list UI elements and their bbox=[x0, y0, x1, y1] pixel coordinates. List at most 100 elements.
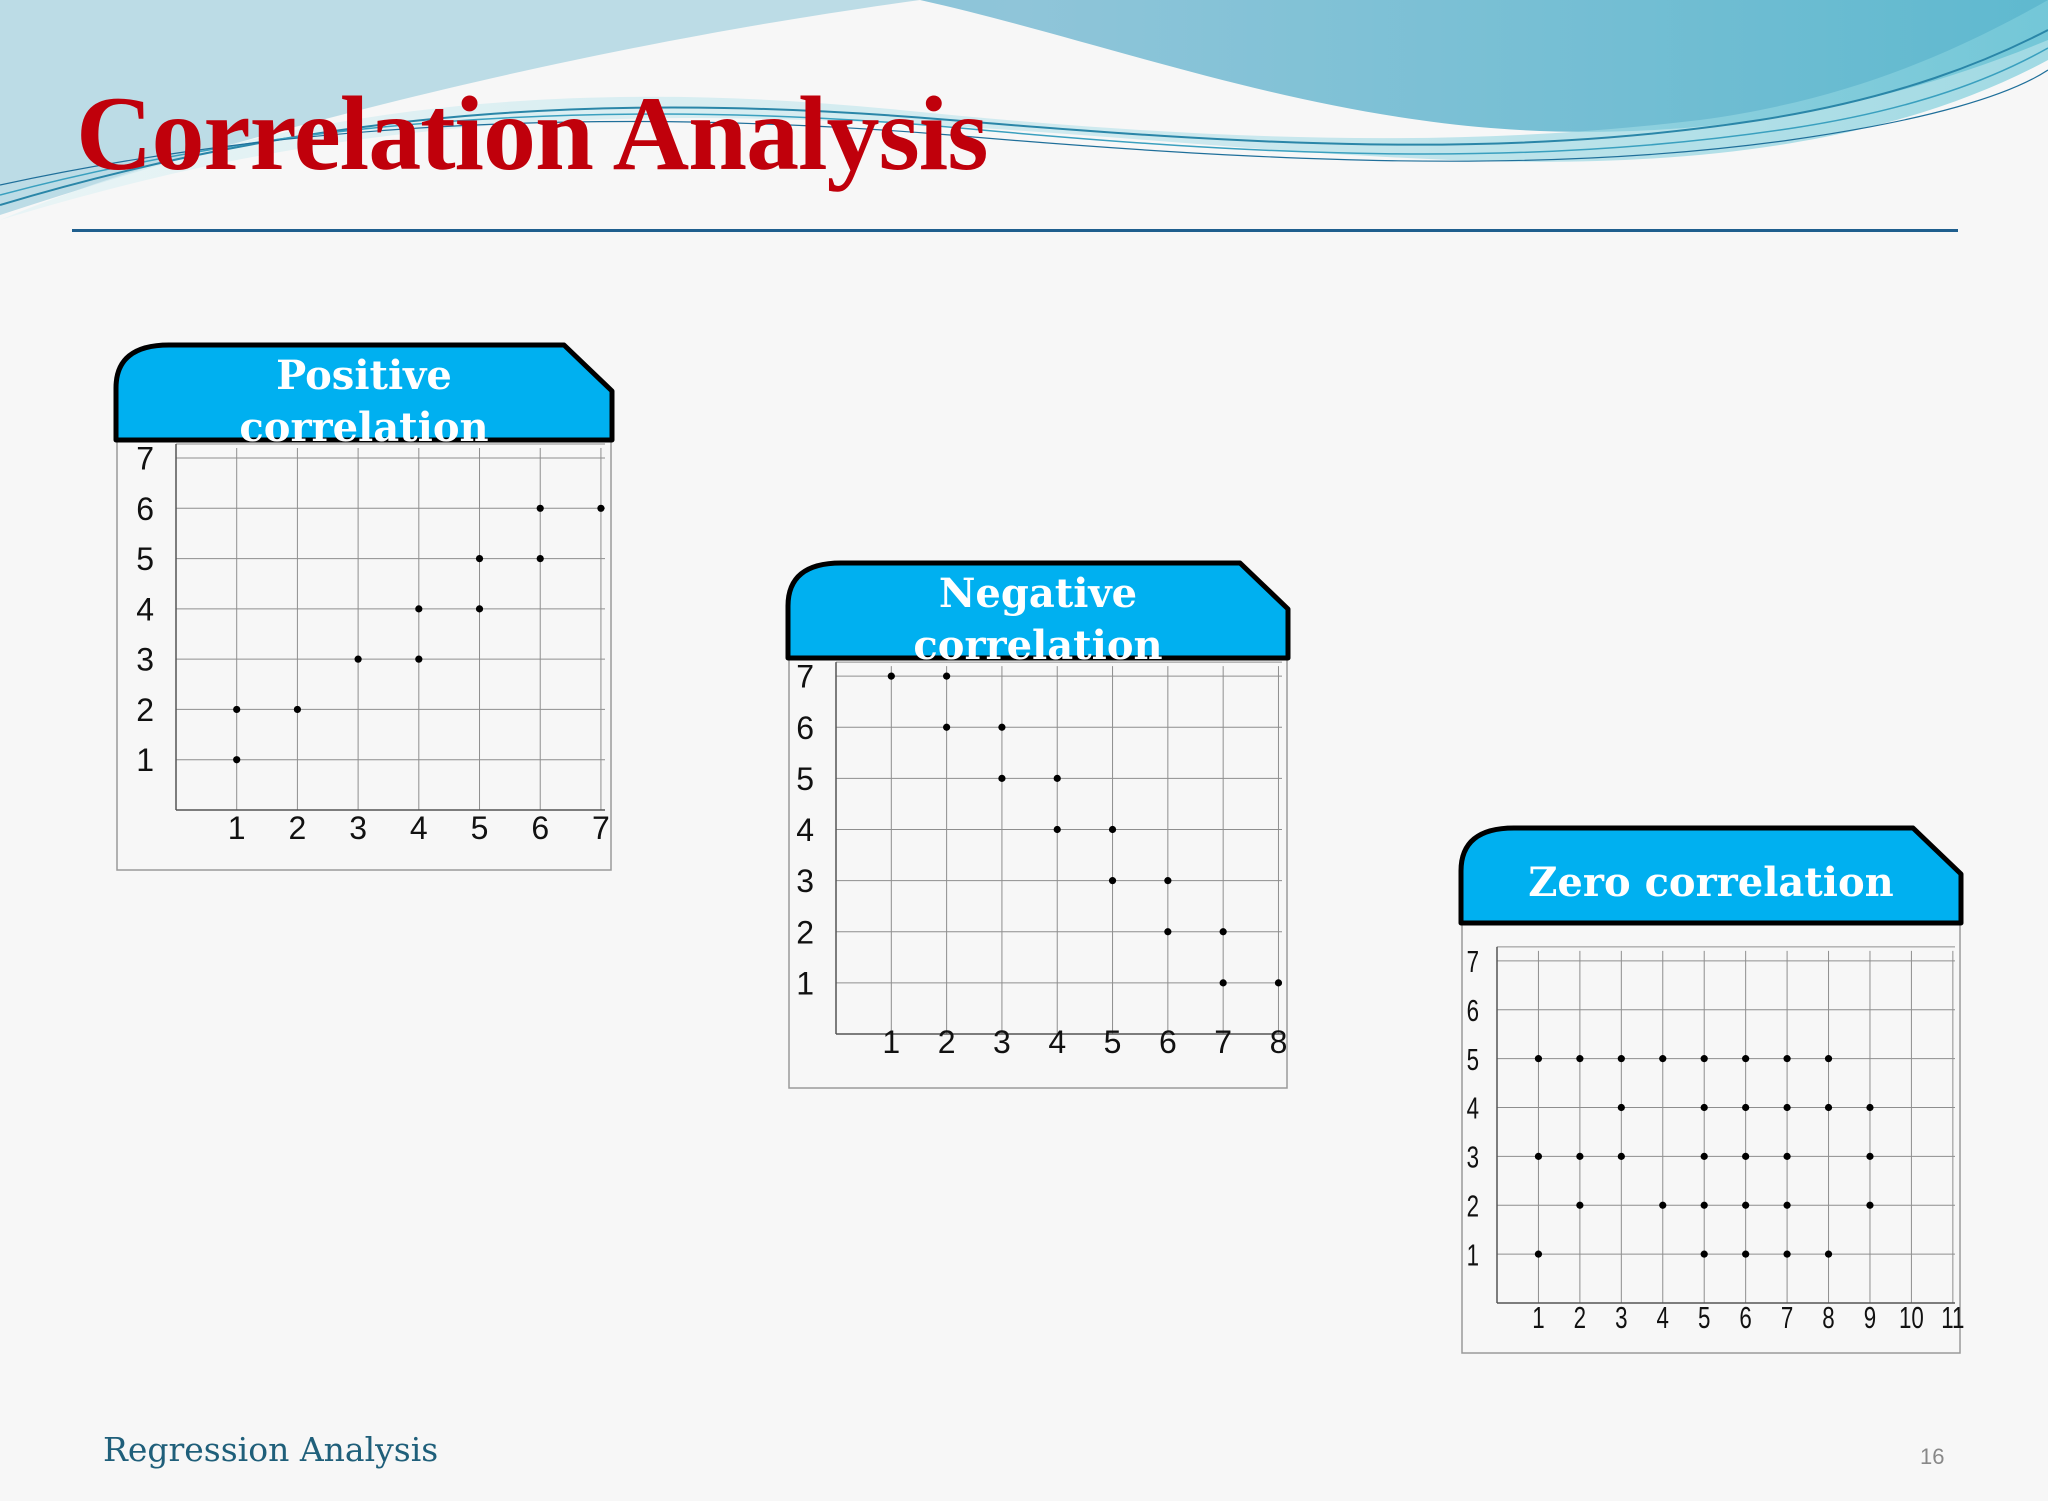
data-point bbox=[475, 554, 484, 563]
y-tick-label: 2 bbox=[796, 914, 814, 950]
data-point bbox=[1534, 1055, 1543, 1063]
y-tick-label: 2 bbox=[1467, 1189, 1479, 1223]
data-point bbox=[597, 504, 605, 512]
data-point bbox=[1742, 1152, 1750, 1160]
y-tick-label: 2 bbox=[136, 692, 154, 728]
chart-title-tab bbox=[1458, 825, 1964, 926]
data-point bbox=[1700, 1152, 1708, 1160]
x-tick-label: 11 bbox=[1941, 1300, 1964, 1334]
chart-frame bbox=[116, 439, 612, 871]
x-tick-label: 2 bbox=[289, 810, 307, 846]
data-point bbox=[1742, 1055, 1750, 1063]
data-point bbox=[1053, 825, 1061, 834]
data-point bbox=[293, 705, 302, 714]
x-tick-label: 2 bbox=[938, 1024, 956, 1060]
zero-correlation-chart: Zero correlation 1 2 3 4 5 6 7 8 9 10 11 1 2 3 4 5 6 7 bbox=[1458, 825, 1964, 1358]
data-point bbox=[1742, 1250, 1750, 1258]
chart-frame bbox=[788, 657, 1288, 1089]
data-point bbox=[1617, 1103, 1625, 1112]
data-point bbox=[1108, 825, 1117, 834]
x-tick-label: 7 bbox=[1214, 1024, 1232, 1060]
y-tick-label: 1 bbox=[796, 965, 814, 1001]
x-tick-label: 1 bbox=[882, 1024, 900, 1060]
data-point bbox=[1617, 1055, 1625, 1063]
data-point bbox=[1783, 1201, 1791, 1209]
data-point bbox=[233, 756, 241, 764]
data-point bbox=[1534, 1250, 1543, 1258]
data-point bbox=[1700, 1103, 1708, 1112]
chart-title-line: correlation bbox=[913, 622, 1162, 669]
data-point bbox=[1164, 928, 1172, 936]
y-tick-label: 4 bbox=[136, 591, 154, 627]
x-tick-label: 5 bbox=[1104, 1024, 1122, 1060]
data-point bbox=[1576, 1201, 1584, 1209]
y-tick-label: 5 bbox=[1467, 1042, 1479, 1076]
x-tick-label: 4 bbox=[410, 810, 428, 846]
x-tick-label: 9 bbox=[1864, 1300, 1876, 1334]
data-point bbox=[1866, 1152, 1874, 1160]
y-tick-label: 3 bbox=[136, 642, 154, 678]
x-tick-label: 3 bbox=[1615, 1300, 1627, 1334]
y-tick-label: 5 bbox=[796, 761, 814, 797]
data-point bbox=[1783, 1152, 1791, 1160]
negative-correlation-chart: Negative correlation 1 2 3 4 5 6 7 8 1 2 3 4 5 6 7 bbox=[785, 560, 1291, 1093]
x-tick-label: 3 bbox=[349, 810, 367, 846]
data-point bbox=[1824, 1055, 1833, 1063]
data-point bbox=[1534, 1152, 1543, 1160]
footer-text: Regression Analysis bbox=[103, 1430, 439, 1469]
data-point bbox=[233, 705, 241, 714]
x-tick-label: 5 bbox=[471, 810, 489, 846]
x-tick-label: 8 bbox=[1270, 1024, 1288, 1060]
data-point bbox=[1866, 1201, 1874, 1209]
data-point bbox=[1824, 1250, 1833, 1258]
x-tick-label: 6 bbox=[1159, 1024, 1177, 1060]
y-tick-label: 7 bbox=[796, 659, 814, 695]
header-wave-decoration bbox=[0, 0, 2048, 220]
data-point bbox=[1164, 877, 1172, 885]
x-tick-label: 8 bbox=[1822, 1300, 1834, 1334]
data-point bbox=[415, 605, 423, 613]
y-tick-label: 3 bbox=[1467, 1140, 1479, 1174]
y-tick-label: 4 bbox=[1467, 1091, 1479, 1125]
data-point bbox=[1824, 1103, 1833, 1112]
data-point bbox=[943, 672, 951, 680]
x-tick-label: 6 bbox=[531, 810, 549, 846]
chart-title-line: correlation bbox=[239, 404, 488, 451]
data-point bbox=[1053, 774, 1061, 782]
data-point bbox=[1700, 1055, 1708, 1063]
x-tick-label: 4 bbox=[1657, 1300, 1669, 1334]
data-point bbox=[887, 672, 895, 680]
data-point bbox=[536, 504, 544, 512]
data-point bbox=[1219, 928, 1227, 936]
x-tick-label: 6 bbox=[1739, 1300, 1751, 1334]
page-number: 16 bbox=[1920, 1444, 1945, 1469]
data-point bbox=[1576, 1152, 1584, 1160]
x-tick-label: 10 bbox=[1899, 1300, 1924, 1334]
y-tick-label: 1 bbox=[1467, 1238, 1479, 1272]
chart-title-line: Negative bbox=[939, 570, 1137, 617]
x-tick-label: 2 bbox=[1574, 1300, 1586, 1334]
data-point bbox=[1700, 1250, 1708, 1258]
positive-correlation-chart: Positive correlation 1 2 3 4 5 6 7 1 2 3 4 5 6 7 bbox=[113, 342, 615, 875]
x-tick-label: 1 bbox=[1532, 1300, 1544, 1334]
y-tick-label: 6 bbox=[136, 491, 154, 527]
data-point bbox=[1783, 1103, 1791, 1112]
y-tick-label: 5 bbox=[136, 541, 154, 577]
title-divider bbox=[72, 229, 1958, 232]
x-tick-label: 4 bbox=[1048, 1024, 1066, 1060]
data-point bbox=[536, 554, 544, 563]
data-point bbox=[1783, 1250, 1791, 1258]
chart-title-line: Positive bbox=[276, 352, 452, 399]
slide-title: Correlation Analysis bbox=[76, 75, 988, 192]
data-point bbox=[1742, 1201, 1750, 1209]
x-tick-label: 7 bbox=[1781, 1300, 1793, 1334]
y-tick-label: 7 bbox=[1467, 945, 1479, 979]
data-point bbox=[998, 774, 1006, 782]
data-point bbox=[415, 655, 423, 663]
data-point bbox=[1742, 1103, 1750, 1112]
data-point bbox=[475, 605, 484, 613]
y-tick-label: 4 bbox=[796, 812, 814, 848]
data-point bbox=[1108, 877, 1117, 885]
data-point bbox=[1274, 979, 1283, 987]
chart-title-tab bbox=[785, 560, 1291, 661]
